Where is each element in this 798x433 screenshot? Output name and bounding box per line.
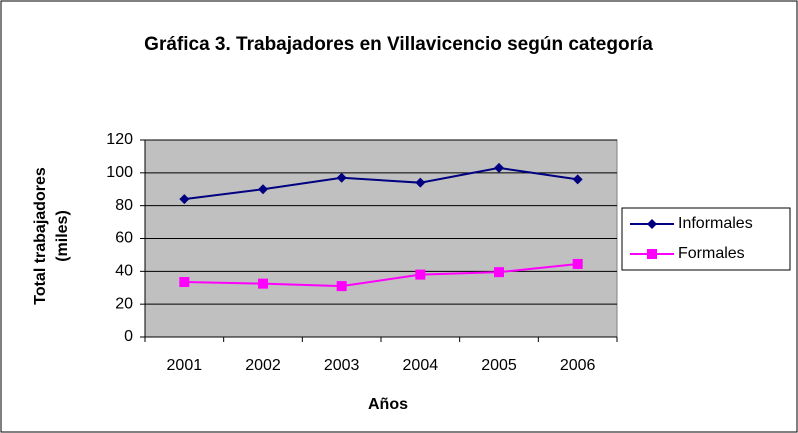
series-line (184, 166, 578, 201)
data-marker (258, 278, 268, 289)
data-marker (494, 267, 504, 278)
x-axis-label: Años (368, 396, 408, 413)
data-marker (179, 194, 190, 205)
legend-marker (647, 249, 657, 259)
x-tick-label: 2002 (245, 357, 281, 374)
y-axis-label: Total trabajadores (miles) (32, 167, 71, 305)
y-tick-label: 60 (115, 230, 133, 247)
data-marker (336, 281, 347, 292)
y-tick-label: 0 (124, 328, 133, 345)
y-tick-label: 80 (115, 197, 133, 214)
legend-label: Informales (678, 215, 753, 232)
legend-marker (647, 219, 657, 229)
data-marker (572, 174, 583, 185)
x-tick-label: 2003 (324, 357, 360, 374)
x-tick-label: 2001 (167, 357, 203, 374)
series-line (184, 262, 578, 288)
data-marker (572, 258, 583, 269)
y-tick-label: 40 (115, 263, 133, 280)
data-marker (494, 162, 504, 173)
legend-box (621, 207, 791, 271)
x-tick-label: 2005 (481, 357, 517, 374)
x-tick-label: 2006 (560, 357, 596, 374)
y-tick-label: 120 (106, 131, 133, 148)
y-tick-label: 20 (115, 295, 133, 312)
data-marker (258, 184, 268, 195)
data-marker (336, 172, 347, 183)
legend-label: Formales (678, 245, 745, 262)
data-marker (415, 177, 426, 188)
x-tick-label: 2004 (403, 357, 439, 374)
data-marker (415, 269, 426, 280)
y-tick-label: 100 (106, 164, 133, 181)
chart-title: Gráfica 3. Trabajadores en Villavicencio… (144, 34, 653, 55)
data-marker (179, 277, 190, 288)
